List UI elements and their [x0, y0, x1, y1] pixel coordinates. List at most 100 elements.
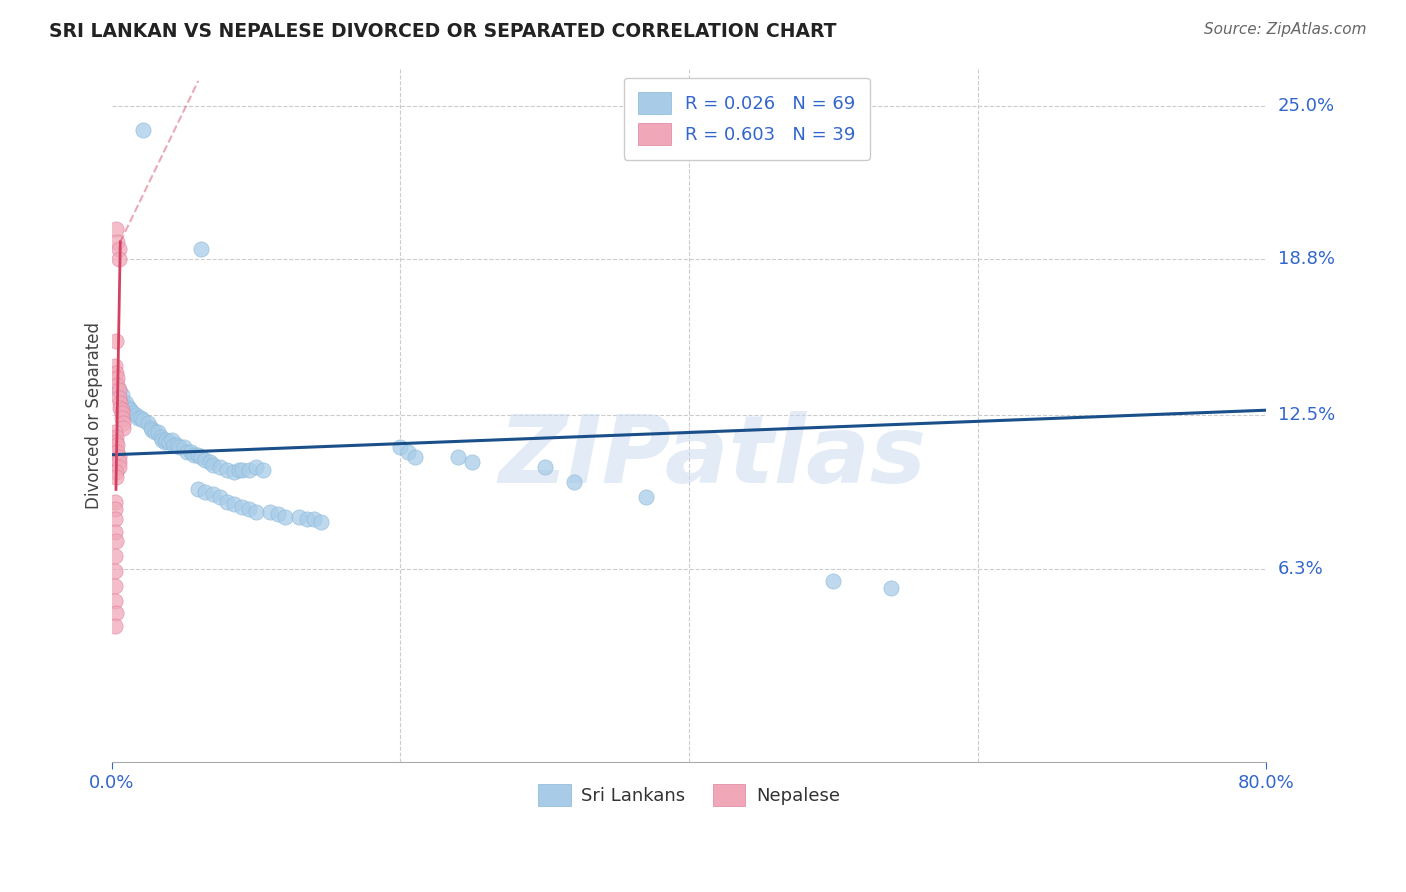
Point: [562, 475, 585, 489]
Point: [533, 460, 555, 475]
Point: [169, 440, 191, 454]
Point: [122, 406, 145, 420]
Point: [107, 371, 129, 385]
Point: [190, 242, 212, 256]
Point: [103, 524, 125, 539]
Point: [634, 490, 657, 504]
Point: [198, 455, 221, 469]
Point: [208, 460, 231, 475]
Point: [107, 438, 129, 452]
Point: [129, 410, 152, 425]
Point: [143, 425, 166, 440]
Point: [104, 366, 127, 380]
Point: [120, 403, 142, 417]
Point: [238, 462, 260, 476]
Point: [118, 401, 141, 415]
Point: [104, 606, 127, 620]
Point: [103, 502, 125, 516]
Point: [396, 445, 419, 459]
Point: [112, 420, 135, 434]
Text: 18.8%: 18.8%: [1278, 250, 1334, 268]
Point: [136, 416, 159, 430]
Point: [245, 505, 267, 519]
Point: [103, 549, 125, 564]
Point: [107, 235, 129, 249]
Point: [162, 433, 184, 447]
Text: 12.5%: 12.5%: [1278, 406, 1334, 425]
Point: [132, 123, 155, 137]
Point: [153, 435, 176, 450]
Point: [104, 465, 127, 479]
Point: [108, 391, 131, 405]
Point: [111, 410, 134, 425]
Point: [295, 512, 318, 526]
Point: [103, 495, 125, 509]
Point: [108, 384, 131, 398]
Point: [180, 445, 202, 459]
Point: [259, 505, 281, 519]
Point: [208, 490, 231, 504]
Text: 6.3%: 6.3%: [1278, 559, 1323, 578]
Point: [127, 410, 149, 425]
Point: [146, 425, 169, 440]
Point: [107, 445, 129, 459]
Point: [112, 416, 135, 430]
Point: [110, 401, 132, 415]
Point: [166, 438, 188, 452]
Point: [461, 455, 484, 469]
Point: [103, 594, 125, 608]
Point: [194, 452, 217, 467]
Point: [104, 470, 127, 484]
Point: [112, 396, 135, 410]
Point: [238, 502, 260, 516]
Point: [104, 334, 127, 348]
Point: [274, 509, 297, 524]
Point: [231, 462, 253, 476]
Point: [217, 495, 239, 509]
Point: [309, 515, 332, 529]
Point: [108, 242, 131, 256]
Point: [404, 450, 426, 465]
Point: [447, 450, 470, 465]
Point: [104, 222, 127, 236]
Point: [187, 483, 209, 497]
Point: [103, 425, 125, 440]
Point: [108, 384, 131, 398]
Point: [149, 430, 172, 444]
Point: [176, 445, 198, 459]
Point: [266, 507, 288, 521]
Point: [108, 252, 131, 267]
Point: [108, 450, 131, 465]
Point: [107, 378, 129, 392]
Point: [194, 484, 217, 499]
Point: [141, 423, 163, 437]
Text: SRI LANKAN VS NEPALESE DIVORCED OR SEPARATED CORRELATION CHART: SRI LANKAN VS NEPALESE DIVORCED OR SEPAR…: [49, 22, 837, 41]
Point: [103, 359, 125, 373]
Point: [252, 462, 274, 476]
Point: [231, 500, 253, 514]
Point: [302, 512, 325, 526]
Text: Source: ZipAtlas.com: Source: ZipAtlas.com: [1204, 22, 1367, 37]
Point: [163, 438, 186, 452]
Point: [111, 403, 134, 417]
Point: [201, 458, 224, 472]
Point: [108, 455, 131, 469]
Y-axis label: Divorced or Separated: Divorced or Separated: [86, 322, 103, 508]
Point: [132, 413, 155, 427]
Point: [139, 420, 162, 434]
Point: [157, 435, 180, 450]
Point: [823, 574, 845, 588]
Point: [103, 579, 125, 593]
Point: [103, 564, 125, 578]
Point: [103, 618, 125, 632]
Point: [224, 465, 246, 479]
Point: [110, 396, 132, 410]
Point: [104, 534, 127, 549]
Point: [103, 512, 125, 526]
Text: ZIPatlas: ZIPatlas: [498, 410, 927, 503]
Point: [201, 487, 224, 501]
Legend: Sri Lankans, Nepalese: Sri Lankans, Nepalese: [529, 775, 849, 815]
Point: [104, 435, 127, 450]
Point: [183, 448, 205, 462]
Point: [217, 462, 239, 476]
